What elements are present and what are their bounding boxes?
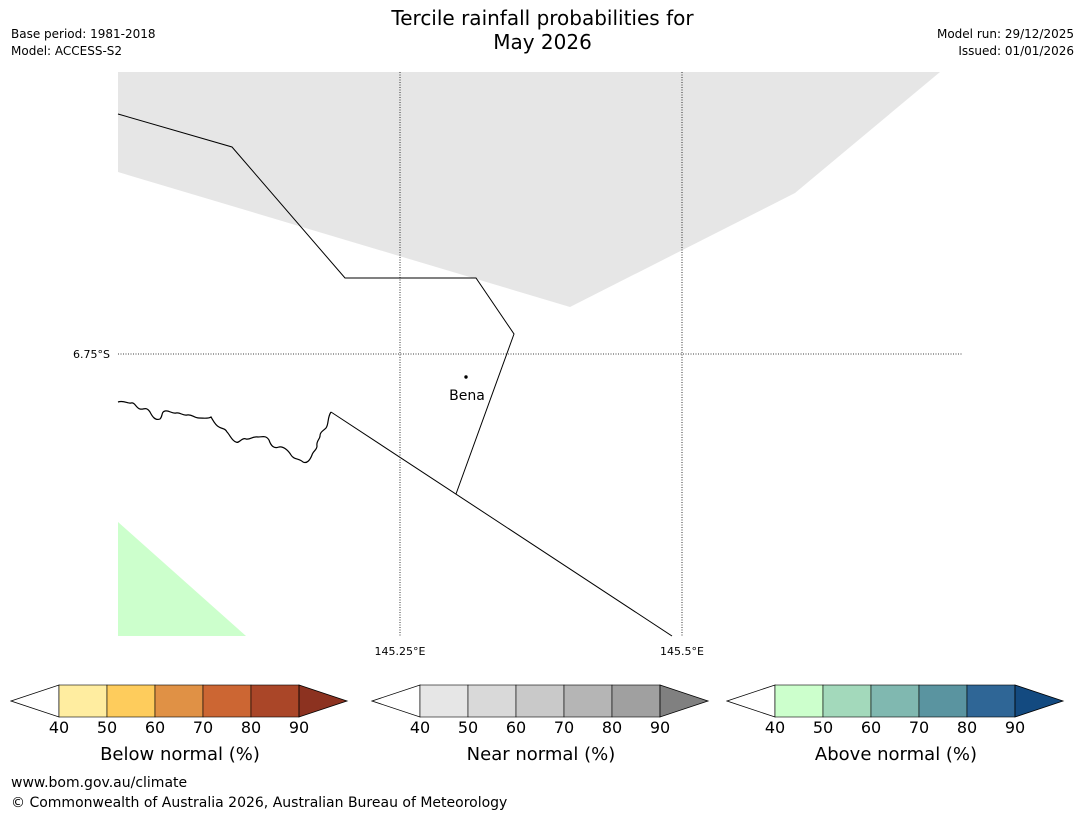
colorbar-swatch [419,684,469,718]
colorbar-below-label: Below normal (%) [100,744,260,765]
colorbar-tick-label: 80 [601,718,623,737]
colorbar-tick-label: 90 [288,718,310,737]
colorbar-tick-label: 50 [96,718,118,737]
base-period: Base period: 1981-2018 [11,27,156,41]
colorbar-tick-label: 60 [144,718,166,737]
title-line: Tercile rainfall probabilities for [391,6,694,30]
longitude-label-145-5: 145.5°E [660,645,704,658]
colorbar-swatch [611,684,661,718]
colorbar-high-extension [1014,684,1065,718]
bena-label: Bena [449,388,485,404]
longitude-label-145-25: 145.25°E [375,645,426,658]
province-boundary-north [117,113,515,495]
issued-date: Issued: 01/01/2026 [958,44,1074,58]
colorbar-high-extension [659,684,710,718]
colorbar-below-swatches [10,684,349,718]
meta-right: Model run: 29/12/2025 Issued: 01/01/2026 [937,26,1074,60]
colorbar-tick-label: 40 [409,718,431,737]
colorbar-swatch [870,684,920,718]
model-name: Model: ACCESS-S2 [11,44,123,58]
footer-copyright: © Commonwealth of Australia 2026, Austra… [11,795,508,811]
colorbar-tick-label: 90 [649,718,671,737]
colorbar-tick-label: 60 [860,718,882,737]
colorbar-tick-label: 80 [240,718,262,737]
colorbar-tick-label: 40 [48,718,70,737]
colorbar-swatch [822,684,872,718]
colorbar-swatch [918,684,968,718]
colorbar-near-normal: Near normal (%) 40 50 60 70 80 90 [371,682,711,772]
subtitle-line: May 2026 [493,30,592,54]
colorbar-tick-label: 50 [457,718,479,737]
colorbar-swatch [774,684,824,718]
bena-marker [464,375,468,379]
colorbar-swatch [106,684,156,718]
colorbar-swatch [202,684,252,718]
province-boundary-south [330,411,673,637]
colorbar-below-normal: Below normal (%) 40 50 60 70 80 90 [10,682,350,772]
above-normal-region [118,522,246,636]
colorbar-tick-label: 50 [812,718,834,737]
colorbar-swatch [58,684,108,718]
colorbar-tick-label: 70 [908,718,930,737]
colorbar-swatch [154,684,204,718]
colorbar-above-label: Above normal (%) [814,744,978,765]
colorbar-low-extension [726,684,776,718]
colorbar-near-label: Near normal (%) [466,744,616,765]
footer-url: www.bom.gov.au/climate [11,775,188,791]
colorbar-near-swatches [371,684,710,718]
map-title: Tercile rainfall probabilities for May 2… [300,6,785,54]
colorbar-tick-label: 80 [956,718,978,737]
map-canvas: Bena 6.75°S 145.25°E 145.5°E [73,72,963,658]
colorbar-low-extension [371,684,421,718]
colorbar-swatch [563,684,613,718]
model-run: Model run: 29/12/2025 [936,27,1074,41]
colorbar-swatch [966,684,1016,718]
river-line [117,400,332,464]
colorbar-swatch [250,684,300,718]
colorbar-tick-label: 60 [505,718,527,737]
latitude-label: 6.75°S [73,348,110,361]
colorbar-low-extension [10,684,60,718]
colorbar-swatch [515,684,565,718]
colorbar-above-normal: Above normal (%) 40 50 60 70 80 90 [726,682,1066,772]
colorbar-tick-label: 90 [1004,718,1026,737]
colorbar-tick-label: 40 [764,718,786,737]
colorbar-high-extension [298,684,349,718]
colorbar-tick-label: 70 [553,718,575,737]
colorbar-above-swatches [726,684,1065,718]
near-normal-region [118,72,940,307]
colorbar-tick-label: 70 [192,718,214,737]
colorbar-swatch [467,684,517,718]
meta-left: Base period: 1981-2018 Model: ACCESS-S2 [11,26,156,60]
